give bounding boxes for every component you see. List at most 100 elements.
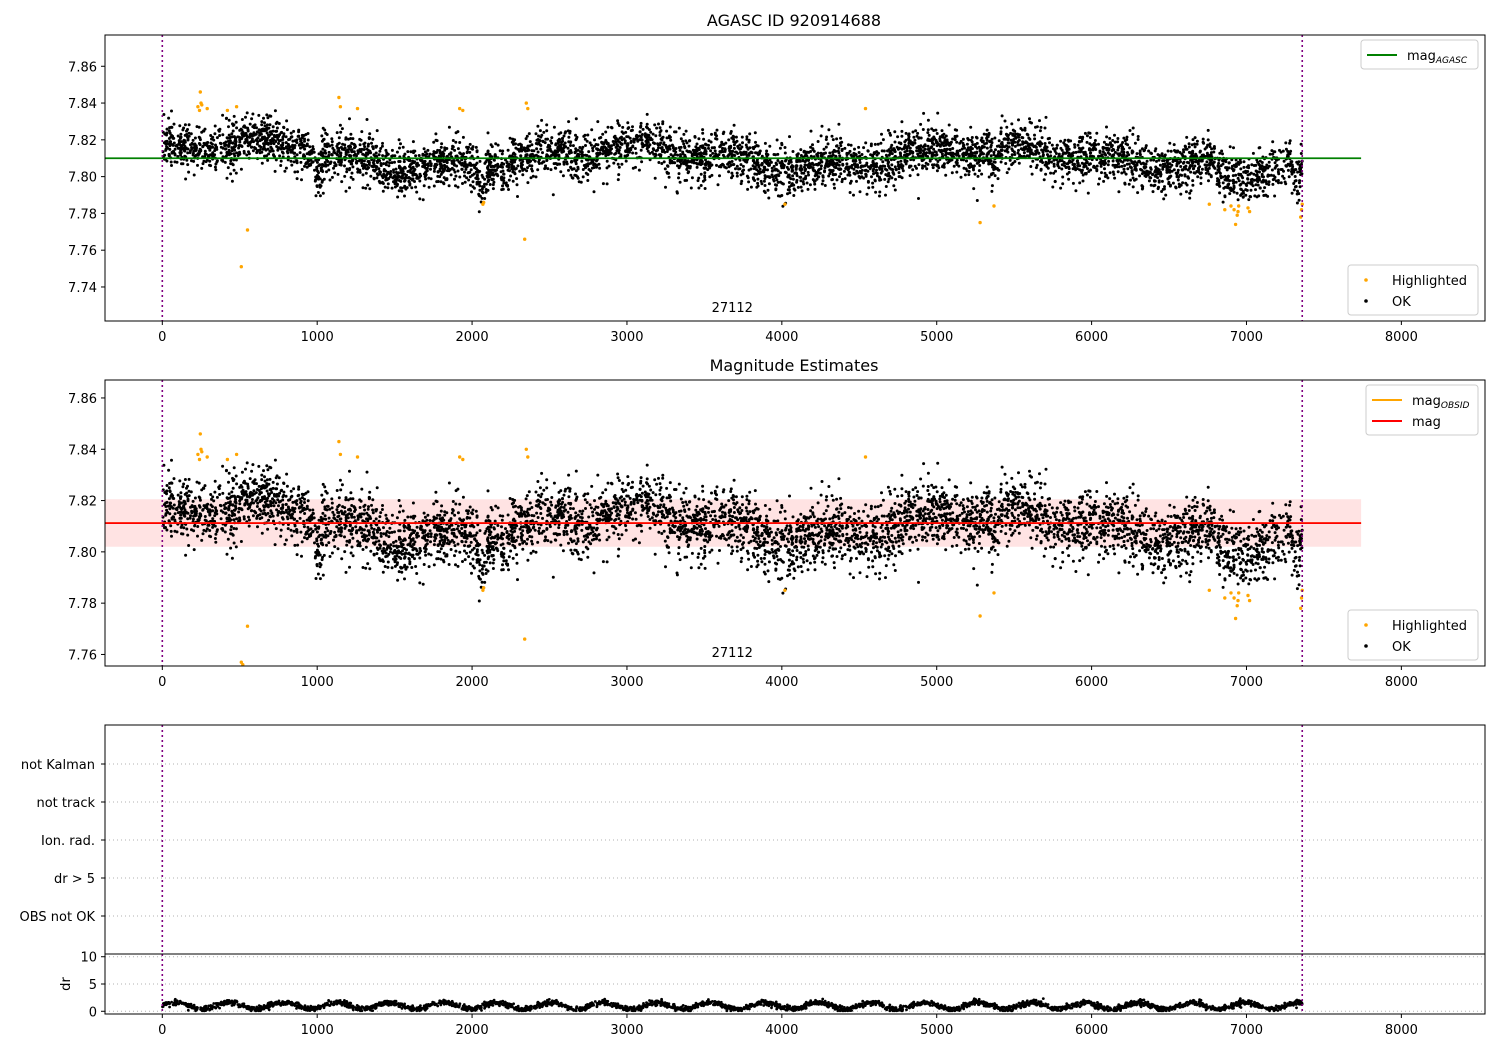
- ok-point: [834, 166, 838, 170]
- ok-point: [330, 143, 334, 147]
- ok-point: [1144, 144, 1148, 148]
- ok-point: [689, 150, 692, 154]
- ok-point: [676, 153, 680, 157]
- ok-point: [932, 142, 936, 146]
- ok-point: [684, 161, 688, 165]
- ok-point: [747, 140, 751, 144]
- ok-point: [1151, 173, 1154, 177]
- ok-point: [262, 116, 265, 120]
- ok-point: [1151, 190, 1155, 194]
- ok-point: [273, 135, 277, 139]
- ok-point: [1160, 190, 1164, 193]
- ok-point: [740, 135, 744, 139]
- ok-point: [1102, 140, 1106, 144]
- ok-point: [997, 150, 1000, 154]
- ok-point: [469, 168, 473, 172]
- ok-point: [893, 188, 897, 192]
- ok-point: [285, 150, 289, 153]
- ok-point: [896, 160, 900, 164]
- ok-point: [887, 177, 891, 181]
- ok-point: [183, 139, 187, 143]
- ok-point: [935, 169, 939, 173]
- ok-point: [703, 187, 707, 190]
- ok-point: [353, 143, 357, 147]
- ok-point: [862, 146, 866, 150]
- ok-point: [970, 140, 974, 144]
- ok-point: [582, 134, 586, 138]
- ok-point: [240, 118, 244, 121]
- ok-point: [960, 147, 964, 151]
- ok-point: [1025, 154, 1029, 158]
- ok-point: [509, 174, 513, 178]
- ok-point: [375, 176, 379, 180]
- ok-point: [1153, 174, 1157, 178]
- ok-point: [393, 160, 396, 164]
- ok-point: [1039, 167, 1043, 171]
- ok-point: [994, 148, 997, 152]
- ok-point: [872, 172, 875, 176]
- ok-point: [1241, 189, 1245, 193]
- ok-point: [1003, 149, 1007, 153]
- ok-point: [289, 150, 293, 154]
- ok-point: [197, 125, 201, 129]
- ok-point: [450, 166, 454, 170]
- ok-point: [589, 143, 593, 147]
- ok-point: [1112, 153, 1116, 157]
- ok-point: [894, 167, 898, 171]
- ok-point: [557, 147, 561, 151]
- ok-point: [416, 176, 420, 180]
- ok-point: [573, 159, 577, 162]
- ok-point: [1206, 128, 1210, 132]
- ok-point: [639, 135, 643, 139]
- ok-point: [465, 150, 469, 154]
- ok-point: [1162, 159, 1166, 163]
- ok-point: [545, 123, 549, 127]
- ok-point: [731, 149, 735, 153]
- ok-point: [649, 130, 653, 134]
- ok-point: [758, 167, 762, 171]
- ok-point: [1207, 172, 1211, 176]
- ok-point: [486, 175, 490, 179]
- ok-point: [1272, 150, 1276, 154]
- ok-point: [1040, 158, 1043, 162]
- ok-point: [1095, 164, 1099, 168]
- ok-point: [1149, 151, 1153, 155]
- ok-point: [1228, 192, 1232, 196]
- ok-point: [502, 181, 506, 185]
- ok-point: [1106, 176, 1110, 180]
- ok-point: [740, 179, 744, 183]
- ok-point: [333, 171, 337, 175]
- ok-point: [745, 137, 749, 141]
- ok-point: [521, 173, 525, 177]
- ok-point: [172, 122, 176, 126]
- ok-point: [1193, 136, 1197, 140]
- ok-point: [205, 158, 209, 162]
- ok-point: [1088, 162, 1092, 166]
- ok-point: [890, 176, 894, 180]
- ok-point: [1158, 163, 1162, 167]
- ok-point: [1212, 146, 1216, 150]
- ok-point: [429, 164, 433, 168]
- ok-point: [640, 133, 644, 136]
- ok-point: [1138, 149, 1142, 153]
- ok-point: [584, 144, 587, 147]
- ok-point: [879, 178, 883, 182]
- ok-point: [813, 187, 817, 191]
- ok-point: [1159, 170, 1162, 174]
- ok-point: [440, 142, 444, 146]
- ok-point: [911, 141, 915, 145]
- ok-point: [990, 137, 994, 141]
- ok-point: [1246, 181, 1250, 185]
- ok-point: [1237, 172, 1241, 176]
- ok-point: [384, 148, 388, 152]
- ok-point: [1292, 182, 1296, 185]
- ok-point: [191, 138, 195, 142]
- ok-point: [426, 148, 430, 152]
- ok-point: [1127, 182, 1131, 186]
- ok-point: [980, 140, 984, 144]
- ok-point: [499, 165, 503, 169]
- ok-point: [218, 141, 222, 145]
- ok-point: [1131, 176, 1135, 180]
- ok-point: [612, 161, 616, 165]
- ok-point: [847, 171, 851, 174]
